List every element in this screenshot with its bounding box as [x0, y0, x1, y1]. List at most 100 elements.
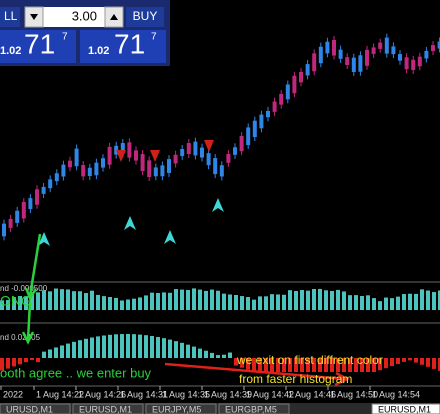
hist-bar	[156, 293, 160, 310]
bid-box[interactable]	[0, 30, 76, 63]
hist-bar	[120, 334, 124, 358]
hist-bar	[408, 358, 412, 361]
candle	[391, 46, 396, 55]
candle	[411, 59, 416, 71]
bid-main: 71	[24, 28, 55, 59]
ask-main: 71	[114, 28, 145, 59]
hist-bar	[42, 351, 46, 358]
hist-bar	[174, 341, 178, 358]
candle	[68, 160, 72, 168]
candle	[101, 158, 105, 168]
hist-bar	[270, 358, 274, 372]
candle	[246, 127, 251, 146]
hist-bar	[288, 358, 292, 372]
hist-bar	[54, 288, 58, 310]
tab[interactable]	[0, 403, 71, 414]
hist-bar	[96, 294, 100, 310]
hist-bar	[276, 294, 280, 310]
candle	[74, 148, 79, 167]
tab[interactable]	[218, 403, 290, 414]
candle	[259, 114, 264, 129]
hist-bar	[432, 358, 436, 369]
hist-bar	[120, 300, 124, 310]
hist-bar	[282, 358, 286, 372]
hist-bar	[36, 358, 40, 363]
hist-bar	[198, 289, 202, 310]
hist-bar	[114, 334, 118, 358]
hist-bar	[438, 290, 440, 310]
hist-bar	[0, 358, 4, 371]
hist-bar	[342, 358, 346, 372]
sell-button[interactable]	[0, 7, 20, 27]
candle	[345, 57, 350, 66]
hist-bar	[252, 358, 256, 372]
candle	[48, 179, 53, 189]
hist-bar	[18, 295, 22, 310]
hist-bar	[246, 358, 250, 370]
hist-bar	[180, 289, 184, 310]
lot-input[interactable]	[25, 7, 123, 27]
hist-bar	[24, 358, 28, 363]
hist-bar	[162, 338, 166, 358]
hist-bar	[210, 289, 214, 310]
candle	[213, 158, 218, 175]
hist-bar	[48, 349, 52, 358]
hist-bar	[378, 358, 382, 371]
hist-bar	[156, 337, 160, 358]
hist-bar	[186, 290, 190, 310]
candle	[305, 64, 310, 76]
ask-box[interactable]	[80, 30, 166, 63]
tab[interactable]	[371, 403, 440, 414]
hist-bar	[336, 358, 340, 372]
hist-bar	[294, 358, 298, 372]
hist-bar	[264, 358, 268, 372]
time-label: 1 Aug 14:39	[204, 389, 252, 399]
candle	[417, 56, 422, 67]
hist-bar	[180, 342, 184, 358]
candle	[358, 55, 363, 72]
candle	[120, 143, 125, 153]
bid-big: 1.02	[0, 45, 21, 57]
tab[interactable]	[145, 403, 217, 414]
signal-arrows	[38, 140, 224, 246]
hist-bar	[144, 335, 148, 358]
hist-bar	[78, 340, 82, 358]
candle	[127, 142, 132, 158]
hist-bar	[318, 358, 322, 372]
candle	[285, 84, 290, 100]
hist-bar	[6, 358, 10, 369]
hist-bar	[384, 297, 388, 310]
hist-bar	[198, 348, 202, 358]
up-icon	[110, 14, 118, 20]
candle	[233, 147, 237, 155]
hist-bar	[66, 289, 70, 310]
candle	[107, 146, 112, 165]
candle	[272, 101, 277, 112]
hist-bar	[414, 358, 418, 363]
time-label: 1 Aug 14:42	[246, 389, 294, 399]
candle	[332, 39, 336, 56]
candle	[378, 42, 383, 49]
tabs: URUSD,M1 EURUSD,M1 EURJPY,M5 EURGBP,M5 EURUS…	[0, 403, 440, 414]
tab-label: EURUSD,M1	[79, 404, 132, 414]
buy-button[interactable]	[126, 7, 164, 27]
hist-bar	[66, 343, 70, 358]
hist-bar	[60, 289, 64, 310]
hist-bar	[204, 350, 208, 358]
hist-bar	[378, 301, 382, 310]
hist-bar	[126, 299, 130, 310]
hist-bar	[420, 289, 424, 310]
hist-bar	[396, 358, 400, 365]
hist-bar	[438, 358, 440, 371]
hist-bar	[390, 298, 394, 310]
hist-bar	[0, 300, 4, 310]
hist-bar	[402, 358, 406, 362]
hist-bar	[138, 334, 142, 358]
annotation: we exit on first diffrent color	[236, 353, 383, 367]
hist-bar	[426, 358, 430, 367]
annotation: from faster histogram	[239, 372, 352, 386]
hist-bar	[222, 293, 226, 310]
hist-bar	[204, 290, 208, 310]
tab[interactable]	[72, 403, 144, 414]
